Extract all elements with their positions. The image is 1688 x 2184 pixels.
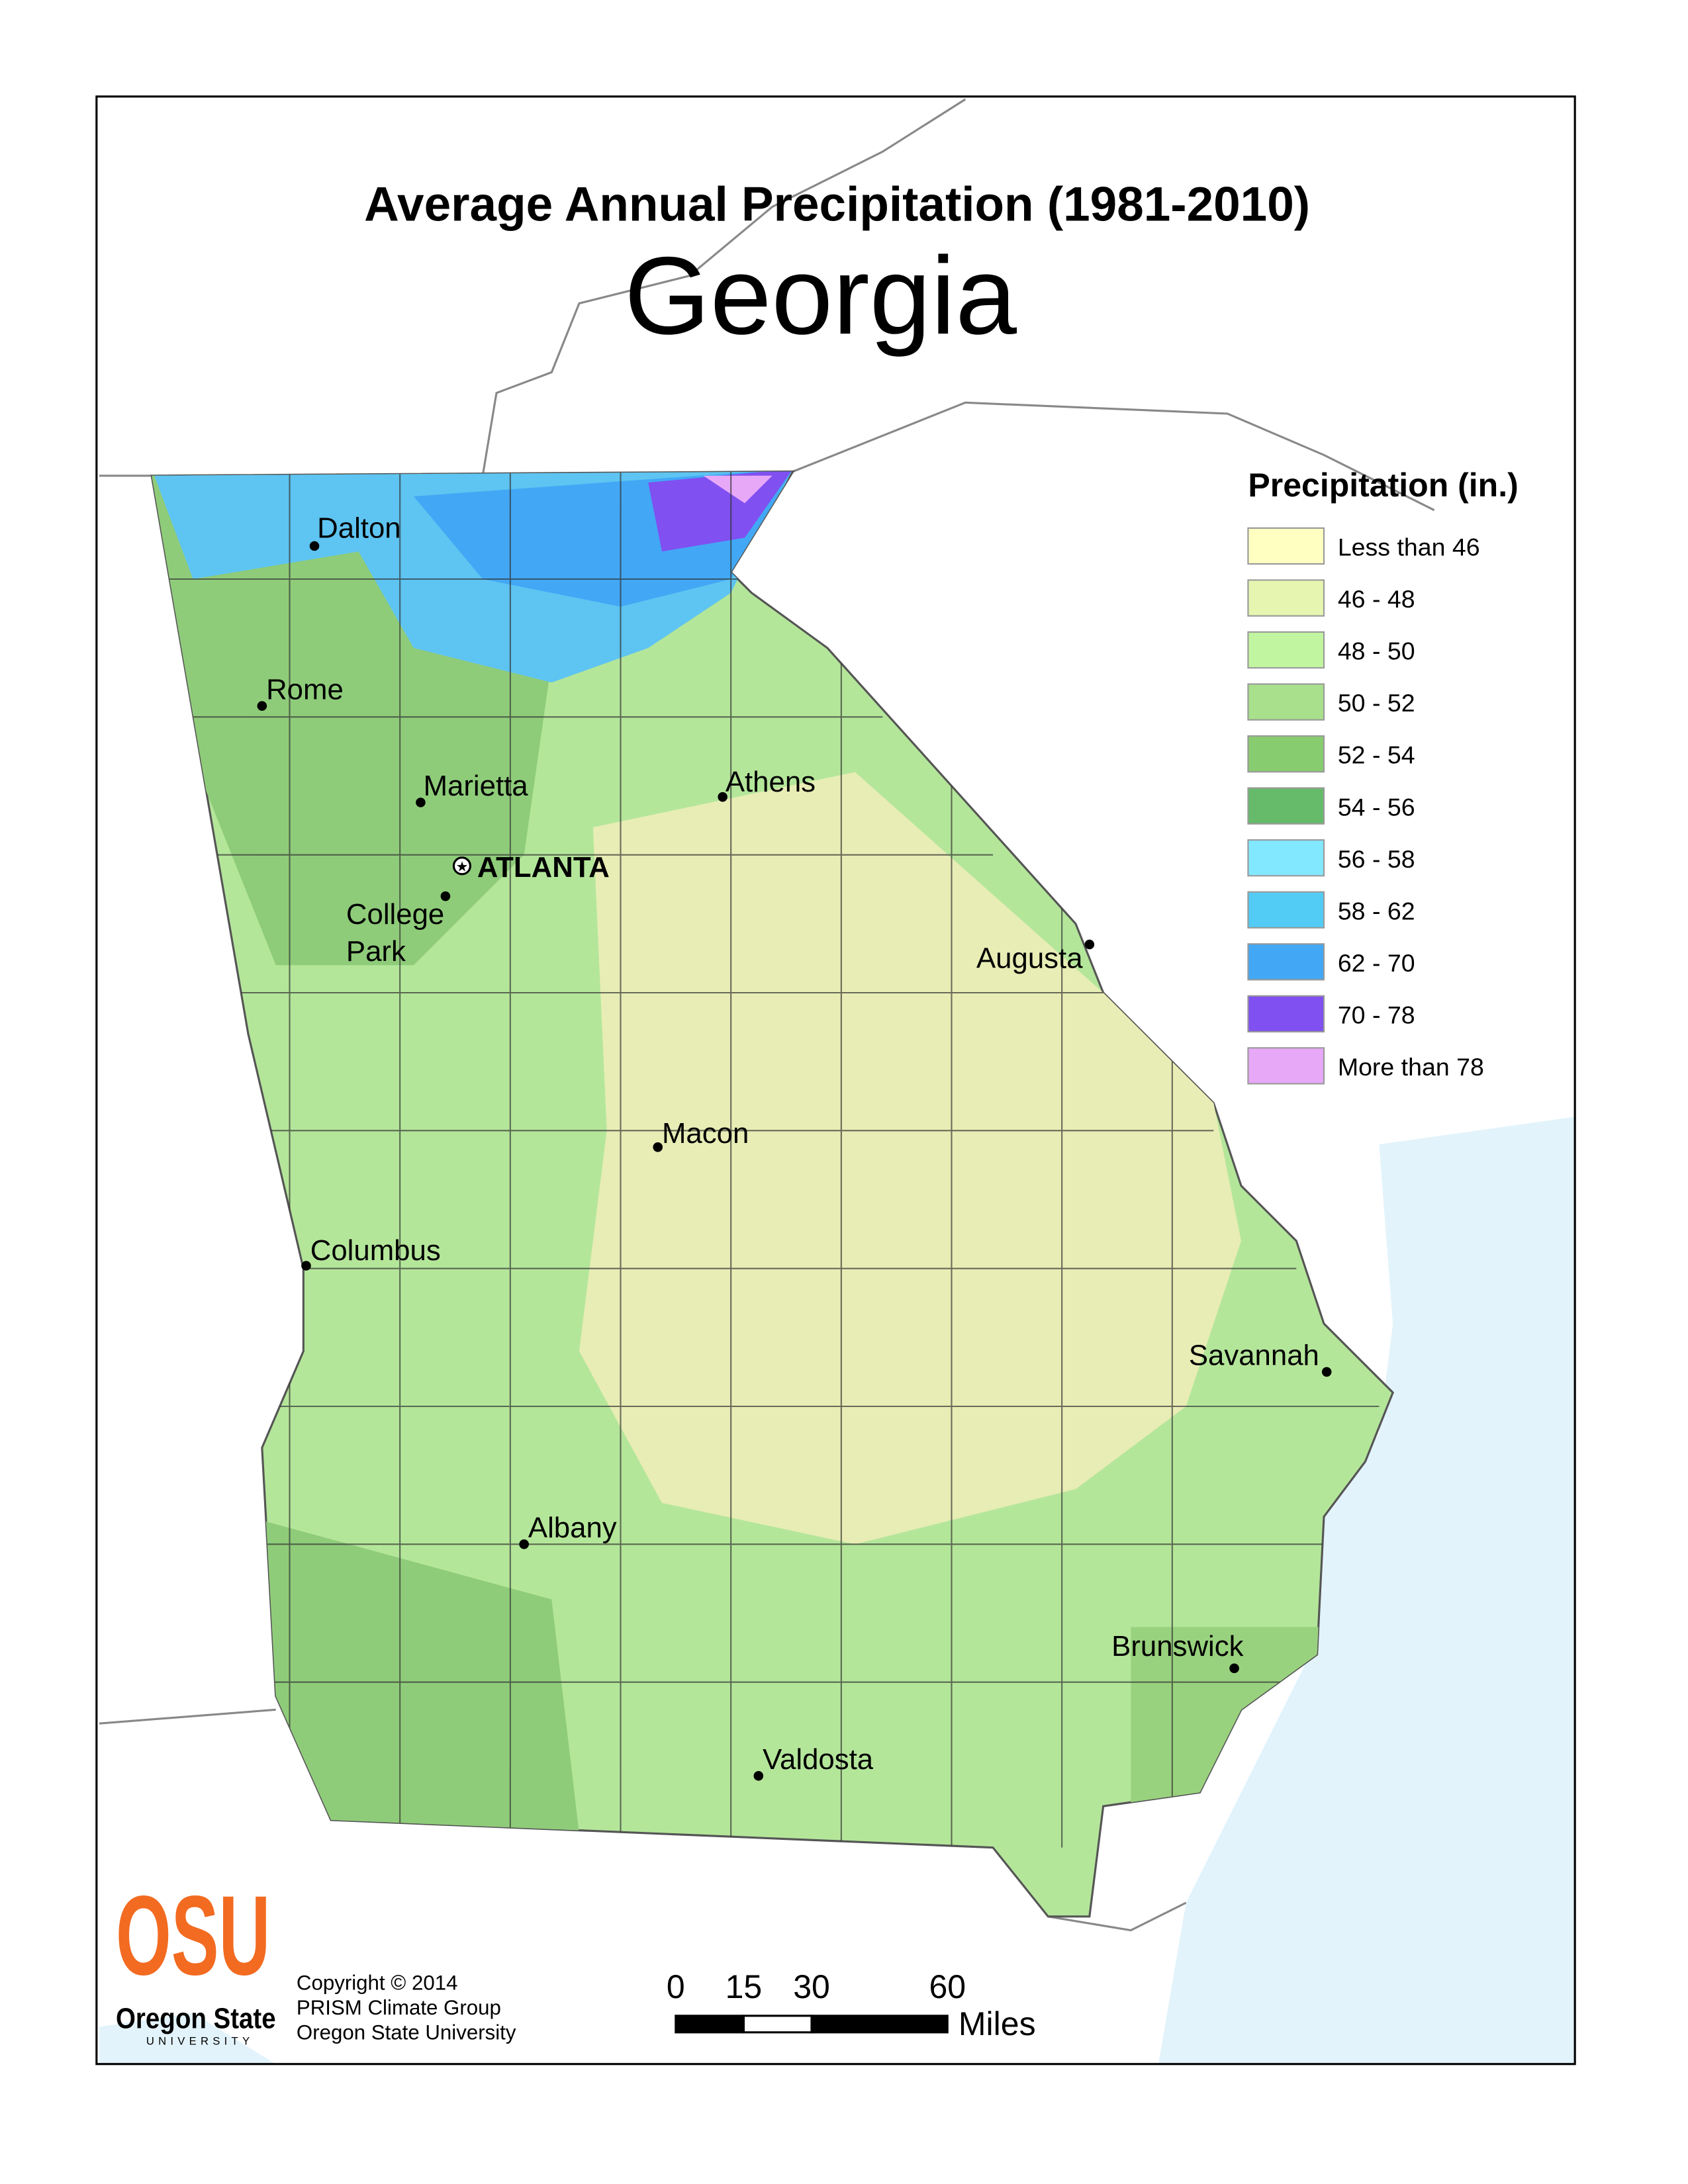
legend-swatch	[1247, 527, 1325, 565]
capital-label: ATLANTA	[477, 851, 610, 884]
credit-line: Oregon State University	[297, 2021, 516, 2044]
city-dot	[1229, 1663, 1239, 1674]
legend-label: 46 - 48	[1338, 585, 1415, 613]
city-label: Marietta	[424, 770, 529, 802]
pink-zone	[703, 475, 773, 504]
sc-border	[792, 401, 1435, 512]
legend-swatch	[1247, 787, 1325, 825]
city-dot	[1084, 939, 1095, 950]
county-lines	[152, 471, 1380, 1848]
city-label: Rome	[266, 673, 344, 705]
legend-swatch	[1247, 995, 1325, 1032]
city-dot	[653, 1142, 663, 1152]
credit-line: PRISM Climate Group	[297, 1996, 501, 2019]
legend-label: 52 - 54	[1338, 741, 1415, 769]
legend-swatch	[1247, 683, 1325, 721]
city-label: Athens	[726, 766, 816, 798]
city-label: Columbus	[310, 1234, 441, 1267]
legend-label: 54 - 56	[1338, 793, 1415, 821]
fl-border-east	[1048, 1901, 1187, 1932]
scale-segment	[675, 2015, 745, 2034]
legend-title: Precipitation (in.)	[1248, 467, 1518, 504]
logo-mark: OSU	[116, 1872, 270, 1999]
legend-label: 62 - 70	[1338, 949, 1415, 977]
scale-segment	[742, 2015, 813, 2034]
gulf	[99, 2013, 276, 2064]
city-dot	[519, 1539, 529, 1549]
logo-sub: UNIVERSITY	[146, 2035, 254, 2048]
scale-tick-label: 60	[929, 1968, 966, 2005]
city-dot	[440, 891, 451, 901]
city-label: Valdosta	[763, 1743, 874, 1776]
state-borders	[99, 98, 1435, 1932]
legend-label: 48 - 50	[1338, 637, 1415, 665]
city-label: Dalton	[317, 512, 400, 545]
legend-swatch	[1247, 631, 1325, 669]
nc-border	[481, 98, 966, 477]
legend-swatch	[1247, 1047, 1325, 1085]
legend-swatch	[1247, 943, 1325, 981]
city-dot	[753, 1771, 764, 1781]
scale-tick-label: 0	[667, 1968, 685, 2005]
legend-swatch	[1247, 839, 1325, 877]
legend-label: Less than 46	[1338, 533, 1480, 561]
scale-tick-label: 15	[726, 1968, 763, 2005]
city-dot	[309, 541, 320, 551]
county-grid-v	[289, 471, 1173, 1848]
frame	[95, 95, 1576, 2066]
fl-border	[99, 1708, 276, 1725]
city-dot	[416, 797, 426, 807]
city-label: Albany	[528, 1512, 617, 1544]
city-dot	[1321, 1367, 1332, 1377]
precip-zones	[152, 471, 1324, 1834]
city-label: Park	[346, 935, 406, 968]
legend-label: 56 - 58	[1338, 845, 1415, 873]
city-dot	[718, 792, 727, 802]
city-label: College	[346, 898, 444, 931]
logo-name: Oregon State	[116, 2003, 276, 2035]
map-title: Average Annual Precipitation (1981-2010)	[364, 177, 1310, 231]
dry-zone	[579, 772, 1241, 1545]
scale-unit: Miles	[959, 2005, 1036, 2042]
credit-line: Copyright © 2014	[297, 1971, 458, 1994]
legend-label: More than 78	[1338, 1053, 1484, 1081]
city-label: Savannah	[1189, 1340, 1319, 1372]
scale-tick-label: 30	[793, 1968, 830, 2005]
legend-swatch	[1247, 735, 1325, 773]
legend-swatch	[1247, 891, 1325, 929]
wet-southwest	[248, 1516, 579, 1834]
city-label: Macon	[662, 1117, 749, 1150]
map-subtitle: Georgia	[624, 234, 1017, 357]
capital-marker	[452, 856, 471, 876]
legend-label: 50 - 52	[1338, 689, 1415, 717]
legend-label: 58 - 62	[1338, 897, 1415, 925]
legend-label: 70 - 78	[1338, 1001, 1415, 1028]
city-dot	[257, 701, 267, 711]
ocean	[1158, 1116, 1575, 2064]
city-dot	[301, 1261, 311, 1271]
scale-segment	[810, 2015, 949, 2034]
city-label: Augusta	[976, 942, 1083, 975]
capital-star: ★	[456, 860, 469, 875]
city-label: Brunswick	[1111, 1630, 1243, 1662]
legend-swatch	[1247, 579, 1325, 617]
